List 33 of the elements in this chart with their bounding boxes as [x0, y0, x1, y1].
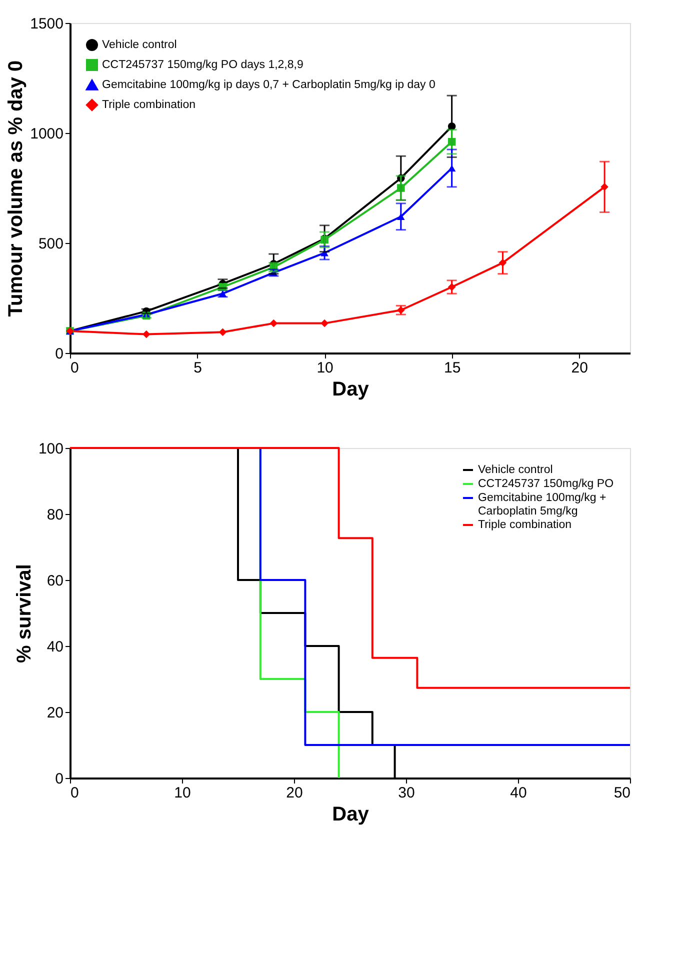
x-tick-label: 10	[316, 360, 334, 376]
x-tick-label: 20	[286, 784, 303, 802]
y-tick-label: 500	[38, 236, 64, 252]
legend-label: CCT245737 150mg/kg PO days 1,2,8,9	[102, 59, 304, 71]
x-tick-label: 20	[571, 360, 588, 376]
y-tick-label: 0	[55, 346, 64, 362]
y-tick-label: 100	[38, 440, 64, 458]
y-tick-label: 40	[46, 638, 64, 656]
x-tick-label: 10	[174, 784, 191, 802]
legend-label: Triple combination	[102, 99, 196, 111]
x-tick-label: 30	[398, 784, 415, 802]
x-tick-label: 5	[194, 360, 202, 376]
legend-label: Vehicle control	[102, 39, 177, 51]
y-axis-title: % survival	[13, 564, 36, 663]
legend-label: Gemcitabine 100mg/kg ip days 0,7 + Carboplatin 5mg/kg ip day 0	[102, 79, 436, 91]
y-tick-label: 60	[46, 572, 64, 590]
legend-label: Vehicle control	[478, 464, 553, 476]
y-axis-title: Tumour volume as % day 0	[5, 60, 28, 317]
y-tick-label: 80	[46, 506, 64, 524]
y-tick-label: 20	[46, 704, 64, 722]
x-tick-label: 15	[444, 360, 461, 376]
y-tick-label: 0	[55, 770, 64, 788]
x-tick-label: 50	[614, 784, 630, 802]
legend-label: Gemcitabine 100mg/kg + Carboplatin 5mg/kg	[478, 492, 606, 518]
x-tick-label: 0	[70, 784, 79, 802]
x-axis-title: Day	[332, 804, 370, 826]
legend-label: Triple combination	[478, 519, 572, 531]
x-axis-title: Day	[332, 378, 370, 400]
y-tick-label: 1500	[30, 16, 64, 32]
legend-label: CCT245737 150mg/kg PO	[478, 478, 614, 490]
x-tick-label: 0	[70, 360, 79, 376]
x-tick-label: 40	[510, 784, 527, 802]
y-tick-label: 1000	[30, 126, 64, 142]
